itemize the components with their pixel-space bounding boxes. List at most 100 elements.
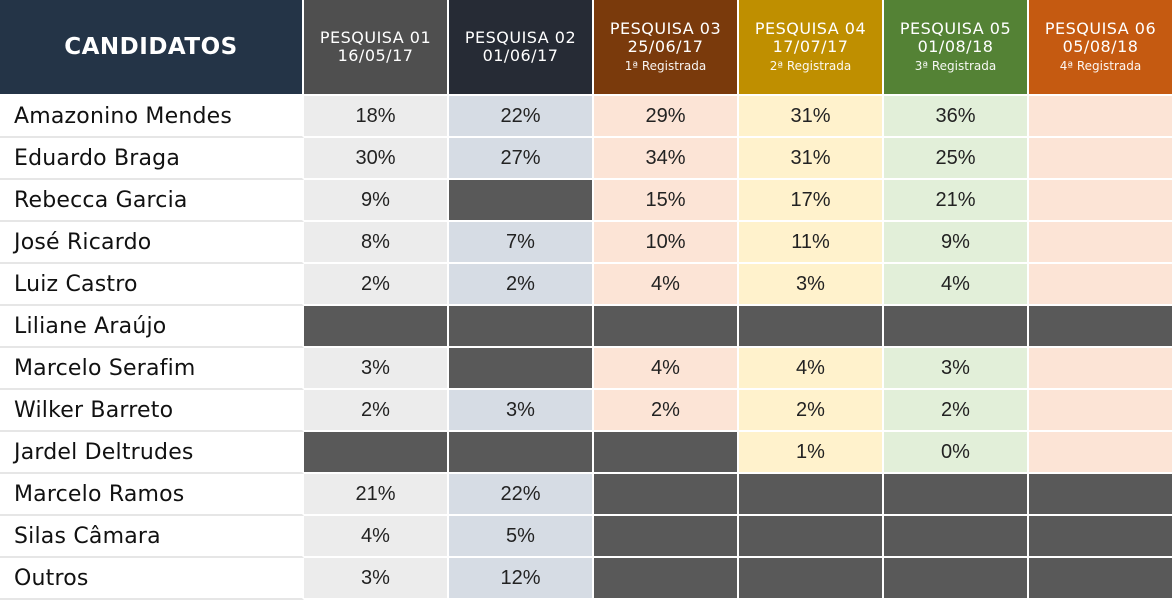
no-data-cell <box>884 516 1029 558</box>
poll-date: 01/08/18 <box>917 37 994 57</box>
poll-registration-note: 4ª Registrada <box>1059 59 1142 74</box>
poll-value-cell: 4% <box>594 264 739 306</box>
poll-value-cell: 36% <box>884 96 1029 138</box>
no-data-cell <box>594 432 739 474</box>
no-data-cell <box>884 474 1029 516</box>
poll-header-3: PESQUISA 03 25/06/17 1ª Registrada <box>594 0 739 96</box>
poll-value-cell <box>1029 96 1174 138</box>
poll-value-cell <box>1029 432 1174 474</box>
poll-value-cell: 2% <box>304 390 449 432</box>
poll-value-cell: 21% <box>884 180 1029 222</box>
poll-value-cell: 22% <box>449 474 594 516</box>
poll-value-cell: 21% <box>304 474 449 516</box>
no-data-cell <box>594 558 739 600</box>
poll-value-cell <box>1029 138 1174 180</box>
no-data-cell <box>884 558 1029 600</box>
poll-value-cell: 10% <box>594 222 739 264</box>
candidate-name: Luiz Castro <box>0 264 304 306</box>
poll-name: PESQUISA 02 <box>464 27 577 47</box>
poll-value-cell: 22% <box>449 96 594 138</box>
poll-value-cell: 2% <box>449 264 594 306</box>
poll-value-cell: 12% <box>449 558 594 600</box>
no-data-cell <box>884 306 1029 348</box>
no-data-cell <box>1029 516 1174 558</box>
poll-value-cell: 3% <box>304 558 449 600</box>
candidate-name: Marcelo Serafim <box>0 348 304 390</box>
candidate-name: José Ricardo <box>0 222 304 264</box>
no-data-cell <box>304 306 449 348</box>
poll-registration-note: 1ª Registrada <box>624 59 707 74</box>
candidates-header: CANDIDATOS <box>0 0 304 96</box>
poll-value-cell <box>1029 180 1174 222</box>
poll-value-cell: 4% <box>594 348 739 390</box>
candidate-name: Outros <box>0 558 304 600</box>
poll-value-cell: 31% <box>739 138 884 180</box>
no-data-cell <box>449 432 594 474</box>
poll-header-2: PESQUISA 02 01/06/17 <box>449 0 594 96</box>
no-data-cell <box>449 180 594 222</box>
poll-header-5: PESQUISA 05 01/08/18 3ª Registrada <box>884 0 1029 96</box>
poll-value-cell <box>1029 348 1174 390</box>
poll-value-cell: 5% <box>449 516 594 558</box>
no-data-cell <box>739 558 884 600</box>
poll-value-cell: 8% <box>304 222 449 264</box>
poll-value-cell: 25% <box>884 138 1029 180</box>
poll-registration-note: 2ª Registrada <box>769 59 852 74</box>
poll-name: PESQUISA 06 <box>1044 18 1157 38</box>
poll-value-cell: 11% <box>739 222 884 264</box>
poll-value-cell: 17% <box>739 180 884 222</box>
poll-value-cell: 1% <box>739 432 884 474</box>
poll-value-cell: 15% <box>594 180 739 222</box>
candidate-name: Wilker Barreto <box>0 390 304 432</box>
poll-value-cell: 27% <box>449 138 594 180</box>
no-data-cell <box>594 516 739 558</box>
candidate-name: Rebecca Garcia <box>0 180 304 222</box>
poll-header-6: PESQUISA 06 05/08/18 4ª Registrada <box>1029 0 1174 96</box>
poll-header-1: PESQUISA 01 16/05/17 <box>304 0 449 96</box>
poll-value-cell: 7% <box>449 222 594 264</box>
poll-value-cell: 3% <box>304 348 449 390</box>
poll-value-cell: 29% <box>594 96 739 138</box>
no-data-cell <box>1029 558 1174 600</box>
poll-value-cell: 2% <box>884 390 1029 432</box>
poll-registration-note: 3ª Registrada <box>914 59 997 74</box>
poll-name: PESQUISA 05 <box>899 18 1012 38</box>
candidate-name: Liliane Araújo <box>0 306 304 348</box>
no-data-cell <box>304 432 449 474</box>
poll-value-cell: 4% <box>884 264 1029 306</box>
candidate-name: Eduardo Braga <box>0 138 304 180</box>
poll-value-cell <box>1029 222 1174 264</box>
no-data-cell <box>739 474 884 516</box>
poll-name: PESQUISA 04 <box>754 18 867 38</box>
poll-value-cell: 30% <box>304 138 449 180</box>
poll-header-4: PESQUISA 04 17/07/17 2ª Registrada <box>739 0 884 96</box>
poll-date: 01/06/17 <box>482 46 559 65</box>
candidate-name: Marcelo Ramos <box>0 474 304 516</box>
no-data-cell <box>1029 474 1174 516</box>
poll-value-cell: 4% <box>304 516 449 558</box>
poll-value-cell: 18% <box>304 96 449 138</box>
no-data-cell <box>449 348 594 390</box>
poll-value-cell: 4% <box>739 348 884 390</box>
poll-value-cell: 3% <box>884 348 1029 390</box>
poll-value-cell: 2% <box>739 390 884 432</box>
poll-date: 05/08/18 <box>1062 37 1139 57</box>
poll-name: PESQUISA 01 <box>319 27 432 47</box>
no-data-cell <box>739 306 884 348</box>
candidate-name: Jardel Deltrudes <box>0 432 304 474</box>
no-data-cell <box>739 516 884 558</box>
poll-value-cell: 9% <box>304 180 449 222</box>
poll-date: 17/07/17 <box>772 37 849 57</box>
poll-value-cell <box>1029 264 1174 306</box>
poll-value-cell: 3% <box>449 390 594 432</box>
no-data-cell <box>594 306 739 348</box>
poll-value-cell: 34% <box>594 138 739 180</box>
poll-name: PESQUISA 03 <box>609 18 722 38</box>
poll-value-cell: 2% <box>304 264 449 306</box>
no-data-cell <box>1029 306 1174 348</box>
candidate-name: Silas Câmara <box>0 516 304 558</box>
candidate-name: Amazonino Mendes <box>0 96 304 138</box>
poll-date: 25/06/17 <box>627 37 704 57</box>
no-data-cell <box>449 306 594 348</box>
